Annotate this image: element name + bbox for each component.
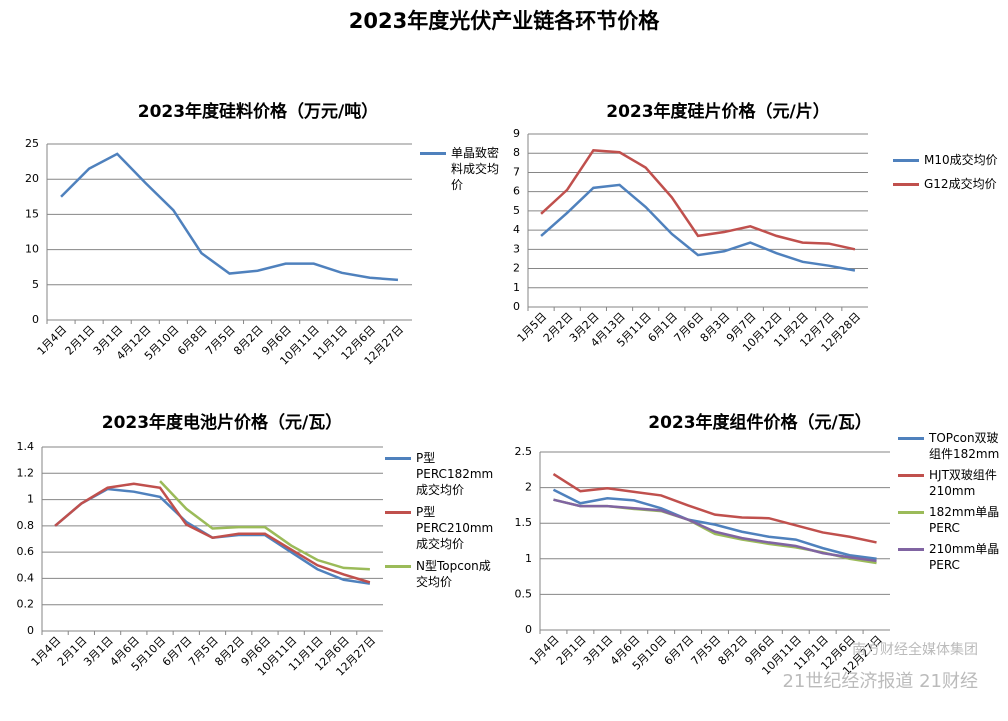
y-tick-label: 1.4 bbox=[17, 440, 35, 453]
y-tick-label: 7 bbox=[513, 165, 520, 178]
y-tick-label: 2 bbox=[513, 262, 520, 275]
page-title: 2023年度光伏产业链各环节价格 bbox=[349, 9, 660, 33]
y-tick-label: 5 bbox=[513, 204, 520, 217]
legend-swatch bbox=[385, 511, 411, 514]
legend-swatch bbox=[420, 152, 446, 155]
legend-swatch bbox=[898, 511, 924, 514]
y-tick-label: 0.2 bbox=[17, 598, 35, 611]
legend-entry: N型Topcon成交均价 bbox=[385, 558, 497, 590]
y-tick-label: 5 bbox=[32, 278, 39, 291]
x-tick-label: 3月1日 bbox=[581, 633, 616, 668]
x-tick-label: 7月5日 bbox=[689, 633, 724, 668]
series-line bbox=[540, 183, 856, 272]
y-tick-label: 0.8 bbox=[17, 519, 35, 532]
y-tick-label: 4 bbox=[513, 223, 520, 236]
y-tick-label: 8 bbox=[513, 146, 520, 159]
legend-label: P型PERC182mm成交均价 bbox=[416, 451, 494, 497]
legend-entry: P型PERC182mm成交均价 bbox=[385, 450, 497, 498]
legend-swatch bbox=[893, 159, 919, 162]
y-tick-label: 10 bbox=[25, 243, 39, 256]
legend-entry: HJT双玻组件210mm bbox=[898, 467, 1006, 499]
y-tick-label: 1.2 bbox=[17, 466, 35, 479]
x-tick-label: 7月5日 bbox=[203, 323, 238, 358]
y-tick-label: 15 bbox=[25, 207, 39, 220]
legend-swatch bbox=[898, 548, 924, 551]
legend-swatch bbox=[893, 183, 919, 186]
legend-label: G12成交均价 bbox=[924, 177, 997, 191]
x-tick-label: 6月8日 bbox=[175, 323, 210, 358]
x-tick-label: 6月7日 bbox=[662, 633, 697, 668]
y-tick-label: 20 bbox=[25, 172, 39, 185]
y-tick-label: 0 bbox=[525, 623, 532, 636]
chart-title: 2023年度硅片价格（元/片） bbox=[606, 101, 830, 122]
legend-label: 单晶致密料成交均价 bbox=[451, 146, 500, 192]
chart-title: 2023年度硅料价格（万元/吨） bbox=[138, 101, 379, 122]
chart-title: 2023年度电池片价格（元/瓦） bbox=[102, 412, 343, 433]
legend-label: M10成交均价 bbox=[924, 153, 998, 167]
legend-entry: 单晶致密料成交均价 bbox=[420, 145, 508, 193]
legend-label: TOPcon双玻组件182mm bbox=[929, 431, 1000, 461]
y-tick-label: 1.5 bbox=[515, 516, 533, 529]
legend-entry: 182mm单晶PERC bbox=[898, 504, 1006, 536]
y-tick-label: 1 bbox=[513, 281, 520, 294]
y-tick-label: 2.5 bbox=[515, 445, 533, 458]
series-line bbox=[159, 480, 370, 571]
y-tick-label: 25 bbox=[25, 137, 39, 150]
legend-label: N型Topcon成交均价 bbox=[416, 559, 491, 589]
series-line bbox=[60, 152, 399, 282]
watermark: 南方财经全媒体集团 bbox=[852, 642, 978, 658]
watermark: 21世纪经济报道 21财经 bbox=[782, 667, 978, 693]
x-tick-label: 2月1日 bbox=[63, 323, 98, 358]
x-tick-label: 2月1日 bbox=[554, 633, 589, 668]
y-tick-label: 1 bbox=[525, 552, 532, 565]
legend-label: P型PERC210mm成交均价 bbox=[416, 505, 494, 551]
legend-label: HJT双玻组件210mm bbox=[929, 468, 997, 498]
y-tick-label: 0 bbox=[32, 313, 39, 326]
series-line bbox=[553, 498, 877, 563]
y-tick-label: 3 bbox=[513, 242, 520, 255]
y-tick-label: 0 bbox=[513, 300, 520, 313]
x-tick-label: 1月4日 bbox=[527, 633, 562, 668]
legend-swatch bbox=[898, 437, 924, 440]
legend-entry: G12成交均价 bbox=[893, 176, 1008, 192]
legend-entry: M10成交均价 bbox=[893, 152, 1008, 168]
legend-label: 210mm单晶PERC bbox=[929, 542, 1000, 572]
y-tick-label: 0 bbox=[27, 624, 34, 637]
y-tick-label: 0.4 bbox=[17, 571, 35, 584]
series-line bbox=[540, 149, 856, 251]
legend-entry: 210mm单晶PERC bbox=[898, 541, 1006, 573]
chart-title: 2023年度组件价格（元/瓦） bbox=[648, 412, 872, 433]
x-tick-label: 8月2日 bbox=[716, 633, 751, 668]
legend-label: 182mm单晶PERC bbox=[929, 505, 1000, 535]
series-line bbox=[54, 482, 371, 584]
legend-entry: P型PERC210mm成交均价 bbox=[385, 504, 497, 552]
series-line bbox=[552, 473, 877, 544]
y-tick-label: 1 bbox=[27, 493, 34, 506]
x-tick-label: 1月4日 bbox=[35, 323, 70, 358]
x-tick-label: 8月2日 bbox=[231, 323, 266, 358]
legend-swatch bbox=[385, 457, 411, 460]
legend-entry: TOPcon双玻组件182mm bbox=[898, 430, 1006, 462]
y-tick-label: 9 bbox=[513, 127, 520, 140]
y-tick-label: 2 bbox=[525, 481, 532, 494]
watermark: 21财经 bbox=[919, 671, 978, 692]
legend-swatch bbox=[385, 565, 411, 568]
y-tick-label: 0.5 bbox=[515, 587, 533, 600]
legend-swatch bbox=[898, 474, 924, 477]
y-tick-label: 6 bbox=[513, 185, 520, 198]
series-line bbox=[552, 488, 877, 561]
watermark: 21世纪经济报道 bbox=[782, 671, 914, 692]
y-tick-label: 0.6 bbox=[17, 545, 35, 558]
